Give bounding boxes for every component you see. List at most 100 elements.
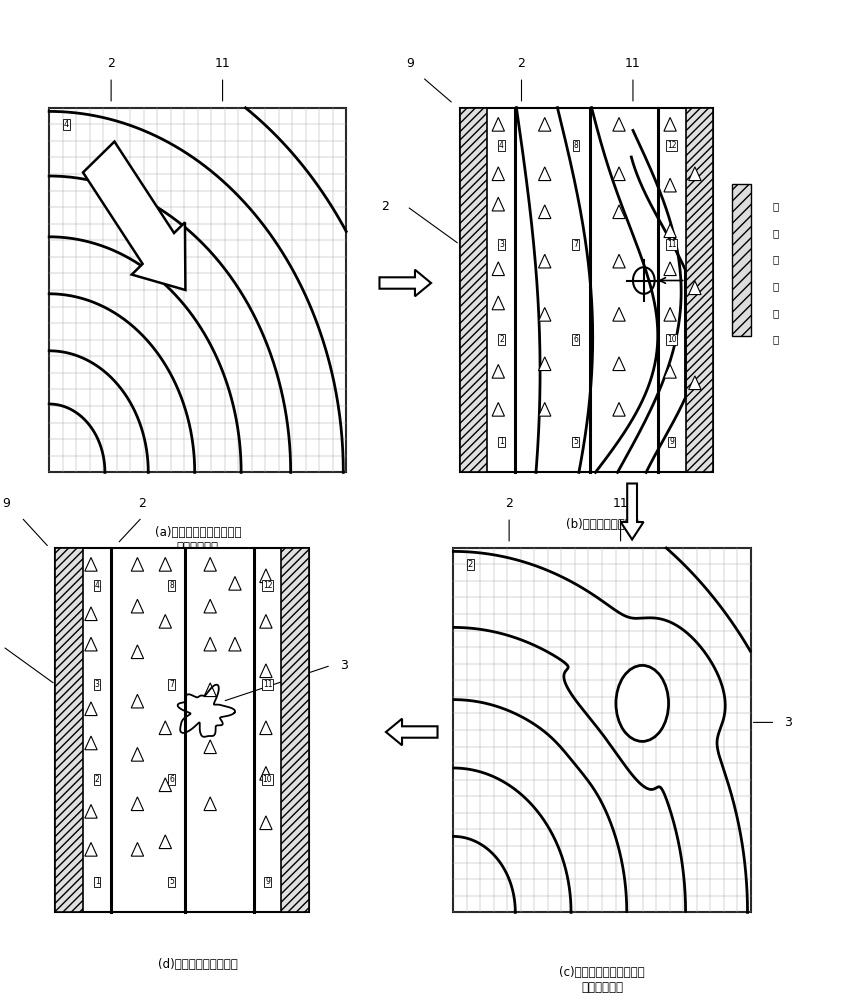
Text: 11: 11: [666, 240, 677, 249]
Text: 6: 6: [169, 775, 174, 784]
Text: 11: 11: [612, 497, 629, 510]
Polygon shape: [492, 167, 505, 181]
Text: 5: 5: [169, 878, 174, 886]
Polygon shape: [613, 254, 625, 268]
Bar: [55, 548, 310, 912]
FancyArrow shape: [83, 142, 186, 290]
Text: 11: 11: [262, 680, 273, 689]
FancyArrow shape: [379, 270, 431, 296]
Text: 2: 2: [518, 57, 525, 70]
Polygon shape: [260, 614, 272, 628]
Text: 2: 2: [468, 560, 473, 569]
Polygon shape: [613, 307, 625, 321]
Text: 2: 2: [381, 200, 390, 213]
Polygon shape: [538, 117, 551, 131]
Polygon shape: [85, 557, 97, 571]
Polygon shape: [132, 797, 144, 811]
Polygon shape: [538, 205, 551, 219]
Polygon shape: [689, 167, 701, 181]
Text: 10: 10: [262, 775, 273, 784]
Polygon shape: [85, 607, 97, 621]
Polygon shape: [132, 694, 144, 708]
FancyArrow shape: [386, 719, 438, 745]
Polygon shape: [132, 599, 144, 613]
Text: 9: 9: [2, 497, 9, 510]
Bar: [459, 108, 488, 472]
Polygon shape: [492, 364, 505, 378]
FancyArrow shape: [621, 484, 643, 540]
Polygon shape: [132, 747, 144, 761]
Text: 6: 6: [574, 335, 578, 344]
Text: 11: 11: [215, 57, 230, 70]
Polygon shape: [85, 804, 97, 818]
Polygon shape: [260, 664, 272, 678]
Text: 2: 2: [108, 57, 115, 70]
Polygon shape: [85, 842, 97, 856]
Polygon shape: [159, 614, 171, 628]
Polygon shape: [538, 254, 551, 268]
Text: 2: 2: [138, 497, 146, 510]
Text: 4: 4: [64, 120, 69, 129]
Text: 4: 4: [499, 141, 504, 150]
Polygon shape: [664, 117, 676, 131]
Polygon shape: [664, 178, 676, 192]
Polygon shape: [664, 224, 676, 238]
Text: 2: 2: [499, 335, 504, 344]
Polygon shape: [613, 357, 625, 371]
Text: 3: 3: [95, 680, 100, 689]
Polygon shape: [260, 766, 272, 780]
Polygon shape: [132, 557, 144, 571]
Polygon shape: [85, 637, 97, 651]
Text: 4: 4: [95, 581, 100, 590]
Polygon shape: [492, 296, 505, 310]
Text: 3: 3: [341, 659, 348, 672]
Polygon shape: [492, 197, 505, 211]
Polygon shape: [229, 637, 241, 651]
Text: 1: 1: [95, 878, 100, 886]
Polygon shape: [229, 576, 241, 590]
Polygon shape: [159, 557, 171, 571]
Ellipse shape: [616, 665, 668, 741]
Polygon shape: [538, 167, 551, 181]
Polygon shape: [664, 262, 676, 276]
Text: 2: 2: [505, 497, 513, 510]
Text: 2: 2: [95, 775, 100, 784]
Polygon shape: [613, 117, 625, 131]
Polygon shape: [538, 357, 551, 371]
Polygon shape: [260, 721, 272, 735]
Text: 3: 3: [783, 716, 792, 729]
Polygon shape: [159, 835, 171, 849]
Polygon shape: [664, 364, 676, 378]
Text: 5: 5: [574, 438, 578, 446]
Polygon shape: [159, 721, 171, 735]
Polygon shape: [613, 205, 625, 219]
Polygon shape: [204, 740, 217, 754]
Text: 12: 12: [666, 141, 677, 150]
Polygon shape: [664, 307, 676, 321]
Text: 7: 7: [169, 680, 174, 689]
Polygon shape: [538, 402, 551, 416]
Polygon shape: [132, 842, 144, 856]
Text: 空: 空: [772, 201, 778, 211]
Text: 1: 1: [499, 438, 504, 446]
Text: 位: 位: [772, 308, 778, 318]
Polygon shape: [613, 402, 625, 416]
Bar: [281, 548, 310, 912]
Text: 12: 12: [262, 581, 273, 590]
Polygon shape: [204, 599, 217, 613]
Text: 8: 8: [574, 141, 578, 150]
Polygon shape: [132, 645, 144, 659]
Polygon shape: [85, 702, 97, 716]
Text: (c)有限元软件模拟的有空
洞应力场分布: (c)有限元软件模拟的有空 洞应力场分布: [559, 966, 645, 994]
Polygon shape: [689, 281, 701, 295]
Polygon shape: [689, 376, 701, 390]
Bar: [459, 108, 714, 472]
Polygon shape: [260, 569, 272, 583]
Polygon shape: [613, 167, 625, 181]
Text: 9: 9: [669, 438, 674, 446]
Polygon shape: [159, 778, 171, 792]
Text: (a)有限元软件模拟的无空
洞应力场分布: (a)有限元软件模拟的无空 洞应力场分布: [155, 526, 241, 554]
Text: (b)实测的应力场分布: (b)实测的应力场分布: [566, 518, 638, 531]
Text: 7: 7: [574, 240, 578, 249]
Text: 8: 8: [169, 581, 174, 590]
